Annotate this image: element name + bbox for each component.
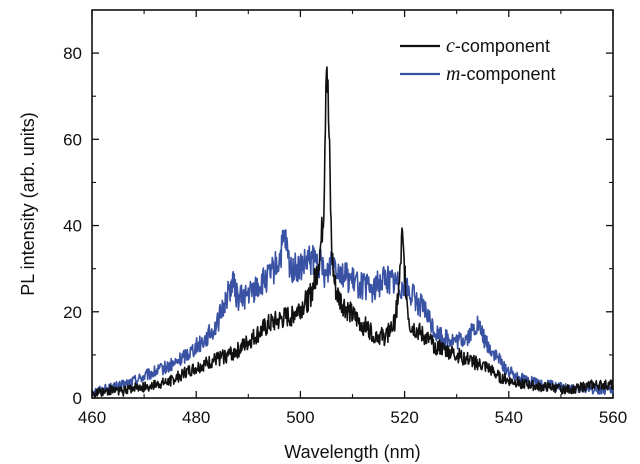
x-tick-label: 500 [286, 408, 314, 427]
x-axis-title: Wavelength (nm) [284, 442, 420, 462]
y-tick-label: 60 [63, 130, 82, 149]
y-tick-label: 20 [63, 303, 82, 322]
legend-label-m: m-component [446, 63, 556, 85]
x-tick-label: 480 [182, 408, 210, 427]
x-tick-label: 540 [495, 408, 523, 427]
axes-layer: 460 480 500 520 540 560 0 20 40 60 80 Wavelength (n… [18, 9, 627, 462]
legend-label-c: c-component [446, 35, 550, 57]
y-tick-label: 0 [73, 389, 82, 408]
x-tick-label: 460 [78, 408, 106, 427]
legend-label-rest: -component [460, 64, 555, 84]
legend-label-rest: -component [455, 36, 550, 56]
x-tick-label: 520 [390, 408, 418, 427]
y-tick-label: 80 [63, 44, 82, 63]
legend-label-italic: m [446, 63, 460, 85]
legend-label-italic: c [446, 35, 455, 57]
series-line-m [91, 229, 614, 396]
series-line-c [91, 66, 614, 398]
y-axis-title: PL intensity (arb. units) [18, 112, 38, 295]
x-tick-label: 560 [599, 408, 627, 427]
series-layer [91, 66, 614, 398]
y-tick-label: 40 [63, 217, 82, 236]
